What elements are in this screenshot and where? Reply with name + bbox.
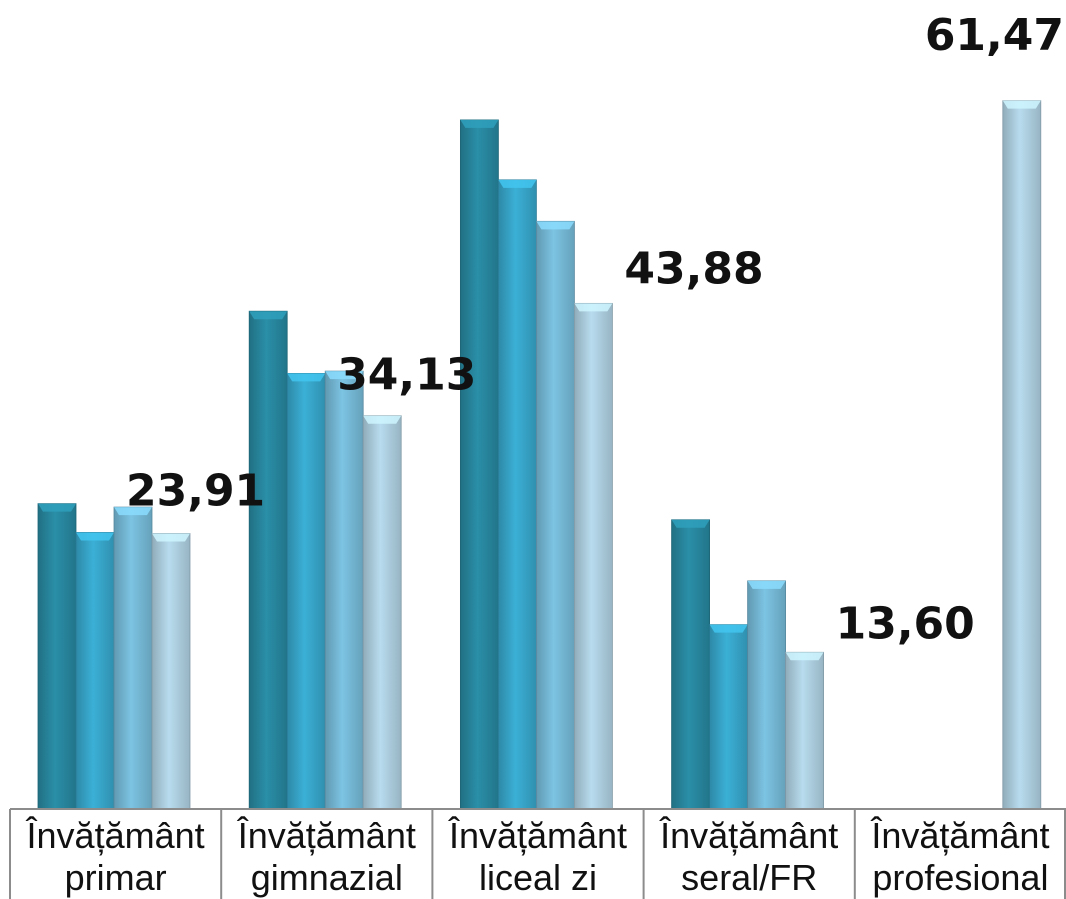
data-label: 13,60 [836,598,975,649]
bar-cap [114,507,152,516]
bar-body [1002,100,1042,810]
bar-1-3 [362,415,402,810]
bar-2-3 [574,302,613,810]
category-label-line: Învățământ [237,815,416,856]
bar-cap [460,119,499,128]
bar-body [151,533,191,810]
bar-2-1 [497,179,537,810]
category-label-line: seral/FR [681,857,817,898]
bar-2-0 [459,119,499,810]
bar-cap [747,580,786,589]
bar-4-3 [1002,100,1042,810]
bar-3-1 [709,624,748,810]
bar-0-1 [75,532,115,810]
bar-body [536,220,575,810]
bar-body [113,506,153,810]
bar-cap [671,519,710,528]
bar-3-0 [671,519,710,810]
category-label: Învățământ profesional [870,815,1049,898]
bar-0-2 [113,506,153,810]
data-label: 34,13 [337,350,476,401]
bar-cap [574,303,613,312]
category-label-line: Învățământ [448,815,627,856]
bar-cap [287,373,326,382]
bar-3-2 [747,580,786,810]
bar-body [497,179,537,810]
data-label: 23,91 [126,465,265,516]
bar-cap [152,533,190,542]
category-label: Învățământ gimnazial [237,815,416,898]
bar-cap [536,221,575,230]
category-label-line: Învățământ [26,815,205,856]
bar-body [75,532,115,810]
bar-body [459,119,499,810]
bar-body [785,651,824,810]
bar-cap [498,179,537,188]
category-label: Învățământ liceal zi [448,815,627,898]
data-label: 43,88 [624,243,763,294]
bar-1-0 [248,310,288,810]
bar-body [37,503,77,810]
bar-body [324,370,364,810]
category-label-line: primar [65,857,167,898]
bar-cap [709,624,748,633]
bar-body [362,415,402,810]
category-label: Învățământ seral/FR [659,815,838,898]
bar-cap [38,503,76,512]
bar-cap [785,652,824,661]
category-label-line: liceal zi [479,857,597,898]
category-label: Învățământ primar [26,815,205,898]
category-label-line: gimnazial [251,857,403,898]
bar-body [574,302,613,810]
bar-body [286,373,326,810]
category-label-line: profesional [872,857,1048,898]
data-label: 61,47 [925,10,1064,61]
bar-cap [1002,100,1041,109]
bar-body [671,519,710,810]
bar-2-2 [536,220,575,810]
category-label-line: Învățământ [659,815,838,856]
bar-cap [249,311,288,320]
bar-0-0 [37,503,77,810]
category-label-line: Învățământ [870,815,1049,856]
bar-3-3 [785,651,824,810]
bar-body [747,580,786,810]
bar-body [248,310,288,810]
bar-body [709,624,748,810]
bar-0-3 [151,533,191,810]
bar-cap [76,532,114,541]
bar-cap [325,371,364,380]
bar-1-2 [324,370,364,810]
bar-1-1 [286,373,326,810]
bar-cap [363,415,402,424]
